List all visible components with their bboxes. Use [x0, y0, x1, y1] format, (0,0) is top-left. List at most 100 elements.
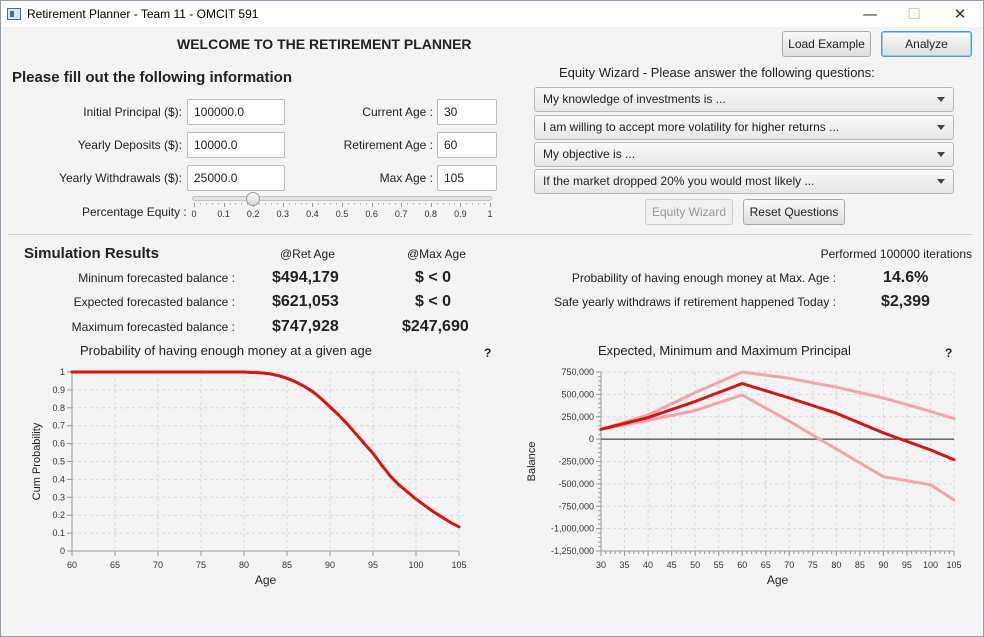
slider-minor-tick	[377, 203, 379, 205]
current-age-input[interactable]: 30	[437, 99, 497, 125]
safe-withdraw-value: $2,399	[881, 293, 930, 310]
slider-tick-label: 0.1	[217, 209, 230, 219]
y-tick-label: 0	[589, 434, 594, 444]
equity-label: Percentage Equity :	[82, 205, 187, 219]
max-balance-ret: $747,928	[272, 318, 339, 335]
max-age-input[interactable]: 105	[437, 165, 497, 191]
slider-minor-tick	[241, 203, 243, 205]
series-line	[599, 370, 956, 431]
x-tick-label: 80	[239, 560, 249, 570]
prob-chart-title: Probability of having enough money at a …	[80, 343, 372, 358]
exp-balance-max: $ < 0	[415, 293, 452, 310]
slider-minor-tick	[442, 203, 444, 205]
equity-slider[interactable]: 0 0.1 0.2 0.3 0.4 0.5 0.6 0.7 0.8 0.9 1	[191, 192, 493, 222]
load-example-button[interactable]: Load Example	[782, 31, 871, 57]
slider-minor-tick	[389, 203, 391, 205]
slider-minor-tick	[235, 203, 237, 205]
x-tick-label: 45	[667, 560, 677, 570]
title-bar: Retirement Planner - Team 11 - OMCIT 591…	[0, 0, 984, 27]
slider-minor-tick	[472, 203, 474, 205]
safe-withdraw-label: Safe yearly withdraws if retirement happ…	[554, 295, 836, 309]
slider-minor-tick	[324, 203, 326, 205]
market-drop-select[interactable]: If the market dropped 20% you would most…	[534, 169, 954, 194]
slider-minor-tick	[229, 203, 231, 205]
x-tick-label: 75	[808, 560, 818, 570]
slider-minor-tick	[359, 203, 361, 205]
y-tick-label: 0.2	[52, 510, 65, 520]
y-tick-label: -750,000	[558, 501, 594, 511]
slider-tick-mark	[460, 203, 462, 207]
y-tick-label: 0.4	[52, 474, 65, 484]
slider-thumb[interactable]	[246, 192, 261, 206]
x-tick-label: 55	[714, 560, 724, 570]
retirement-age-input[interactable]: 60	[437, 132, 497, 158]
y-axis-label: Cum Probability	[31, 422, 43, 500]
slider-minor-tick	[211, 203, 213, 205]
knowledge-select[interactable]: My knowledge of investments is ...	[534, 87, 954, 112]
slider-minor-tick	[478, 203, 480, 205]
analyze-button[interactable]: Analyze	[881, 31, 972, 57]
principal-chart-help-icon[interactable]: ?	[945, 346, 953, 360]
y-tick-label: 0.6	[52, 439, 65, 449]
slider-minor-tick	[484, 203, 486, 205]
slider-tick-mark	[490, 203, 491, 207]
slider-tick-label: 0.4	[306, 209, 319, 219]
slider-minor-tick	[395, 203, 397, 205]
y-tick-label: 0.5	[52, 457, 65, 467]
yearly-withdrawals-input[interactable]: 25000.0	[187, 165, 285, 191]
volatility-select[interactable]: I am willing to accept more volatility f…	[534, 115, 954, 140]
chevron-down-icon	[937, 179, 945, 184]
objective-select[interactable]: My objective is ...	[534, 142, 954, 167]
reset-questions-button[interactable]: Reset Questions	[743, 199, 845, 225]
slider-tick-mark	[430, 203, 432, 207]
slider-tick-mark	[312, 203, 314, 207]
max-age-label: Max Age :	[379, 171, 433, 185]
slider-minor-tick	[270, 203, 272, 205]
y-tick-label: -1,250,000	[551, 546, 594, 556]
x-tick-label: 105	[451, 560, 466, 570]
x-tick-label: 75	[196, 560, 206, 570]
iterations-text: Performed 100000 iterations	[820, 247, 972, 261]
equity-wizard-button[interactable]: Equity Wizard	[645, 199, 733, 225]
slider-minor-tick	[365, 203, 367, 205]
minimize-icon[interactable]: —	[862, 5, 878, 23]
slider-tick-mark	[401, 203, 403, 207]
slider-minor-tick	[288, 203, 290, 205]
y-tick-label: 0	[60, 546, 65, 556]
slider-tick-label: 0.8	[424, 209, 438, 219]
prob-chart-help-icon[interactable]: ?	[484, 346, 492, 360]
x-tick-label: 65	[110, 560, 120, 570]
slider-minor-tick	[217, 203, 219, 205]
objective-select-value: My objective is ...	[543, 147, 636, 161]
x-tick-label: 95	[368, 560, 378, 570]
app-icon	[7, 8, 21, 20]
y-tick-label: -1,000,000	[551, 524, 594, 534]
slider-tick-label: 0.9	[454, 209, 467, 219]
x-tick-label: 105	[946, 560, 961, 570]
maximize-icon[interactable]: ☐	[907, 5, 921, 23]
x-tick-label: 70	[784, 560, 794, 570]
max-balance-label: Maximum forecasted balance :	[71, 320, 235, 334]
close-icon[interactable]: ✕	[953, 5, 967, 23]
yearly-deposits-input[interactable]: 10000.0	[187, 132, 285, 158]
slider-minor-tick	[466, 203, 468, 205]
y-tick-label: 750,000	[561, 367, 594, 377]
slider-minor-tick	[413, 203, 415, 205]
x-tick-label: 40	[643, 560, 653, 570]
slider-minor-tick	[336, 203, 338, 205]
slider-tick-label: 0.5	[335, 209, 349, 219]
form-heading: Please fill out the following informatio…	[12, 69, 293, 86]
max-age-header: @Max Age	[407, 247, 466, 261]
chevron-down-icon	[937, 152, 945, 157]
series-line	[599, 393, 956, 502]
y-tick-label: 0.9	[52, 385, 65, 395]
initial-principal-input[interactable]: 100000.0	[187, 99, 285, 125]
x-tick-label: 65	[761, 560, 771, 570]
x-tick-label: 60	[67, 560, 77, 570]
y-tick-label: 0.7	[52, 421, 65, 431]
slider-minor-tick	[418, 203, 420, 205]
slider-tick-label: 0.7	[394, 209, 408, 219]
min-balance-max: $ < 0	[415, 269, 452, 286]
slider-tick-label: 0.6	[365, 209, 378, 219]
min-balance-label: Mininum forecasted balance :	[78, 271, 235, 285]
